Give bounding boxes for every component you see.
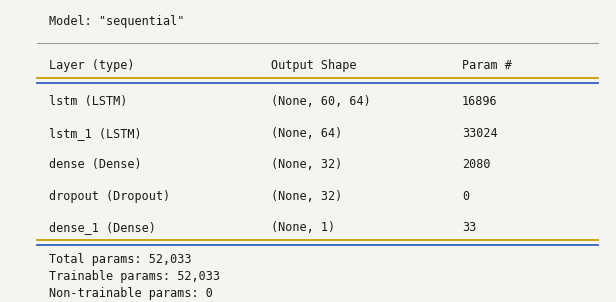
Text: (None, 60, 64): (None, 60, 64) <box>271 95 371 108</box>
Text: 0: 0 <box>462 190 469 203</box>
Text: Model: "sequential": Model: "sequential" <box>49 15 185 28</box>
Text: (None, 32): (None, 32) <box>271 190 342 203</box>
Text: Total params: 52,033: Total params: 52,033 <box>49 252 192 265</box>
Text: (None, 64): (None, 64) <box>271 127 342 140</box>
Text: Layer (type): Layer (type) <box>49 59 135 72</box>
Text: lstm (LSTM): lstm (LSTM) <box>49 95 128 108</box>
Text: 2080: 2080 <box>462 158 490 171</box>
Text: 33: 33 <box>462 221 476 234</box>
Text: lstm_1 (LSTM): lstm_1 (LSTM) <box>49 127 142 140</box>
Text: dense_1 (Dense): dense_1 (Dense) <box>49 221 156 234</box>
Text: Trainable params: 52,033: Trainable params: 52,033 <box>49 270 221 283</box>
Text: 16896: 16896 <box>462 95 498 108</box>
Text: 33024: 33024 <box>462 127 498 140</box>
Text: (None, 32): (None, 32) <box>271 158 342 171</box>
Text: dropout (Dropout): dropout (Dropout) <box>49 190 171 203</box>
Text: Non-trainable params: 0: Non-trainable params: 0 <box>49 287 213 300</box>
Text: (None, 1): (None, 1) <box>271 221 335 234</box>
Text: Param #: Param # <box>462 59 512 72</box>
Text: dense (Dense): dense (Dense) <box>49 158 142 171</box>
Text: Output Shape: Output Shape <box>271 59 357 72</box>
